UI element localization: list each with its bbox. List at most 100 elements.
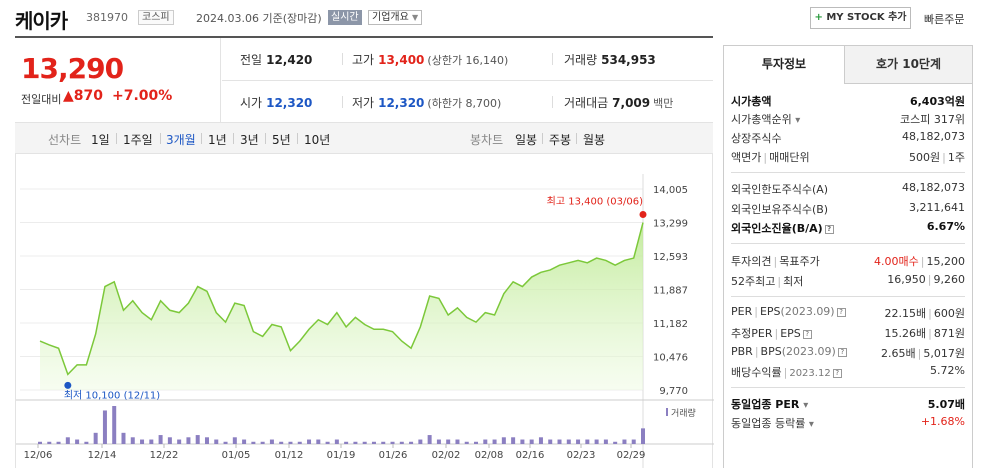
y-tick-label: 11,182: [653, 319, 688, 330]
industry-change-label-group: 동일업종 등락률 ▾: [731, 415, 814, 431]
volume-bar: [446, 439, 451, 444]
realtime-button[interactable]: 실시간: [328, 10, 362, 25]
volume-bar: [390, 441, 395, 444]
volume-bar: [557, 439, 562, 444]
period-3m[interactable]: 3개월: [166, 133, 196, 147]
volume-bar: [520, 439, 525, 444]
industry-per-row: 동일업종 PER ▾ 5.07배: [731, 396, 965, 414]
est-per-label: 추정PER: [731, 327, 773, 340]
foreign-ratio-value: 6.67%: [926, 220, 965, 233]
open: 시가 12,320: [240, 94, 312, 111]
high-label: 고가: [352, 53, 375, 67]
volume-bar: [529, 439, 534, 444]
period-3y[interactable]: 3년: [240, 133, 259, 147]
section-divider: [731, 243, 965, 244]
low-label: 저가: [352, 96, 375, 110]
open-value: 12,320: [266, 96, 313, 110]
tab-investment-info[interactable]: 투자정보: [724, 46, 845, 84]
dividend-date: 2023.12: [789, 368, 831, 379]
chevron-down-icon[interactable]: ▾: [795, 115, 801, 126]
quick-order-link[interactable]: 빠른주문: [924, 13, 965, 26]
period-10y[interactable]: 10년: [304, 133, 331, 147]
foreign-limit-row: 외국인한도주식수(A) 48,182,073: [731, 181, 965, 199]
w52-low-label: 최저: [783, 275, 804, 288]
volume-bar: [214, 439, 219, 444]
change-percent: +7.00%: [112, 88, 173, 104]
volume-bar: [353, 441, 358, 444]
candle-chart-label: 봉차트: [470, 133, 504, 147]
shares-value: 48,182,073: [902, 130, 965, 143]
volume-bar: [622, 439, 627, 444]
low: 저가 12,320 (하한가 8,700): [352, 94, 501, 111]
volume-bar: [455, 439, 460, 444]
volume-bar: [38, 441, 42, 444]
volume-bar: [501, 437, 506, 444]
chevron-down-icon[interactable]: ▾: [803, 400, 809, 411]
volume-bar: [140, 439, 145, 444]
y-tick-label: 9,770: [659, 386, 688, 397]
eps-value: 600원: [933, 307, 965, 320]
period-1w[interactable]: 1주일: [123, 133, 153, 147]
w52-high-value: 16,950: [887, 273, 926, 286]
volume-label: 거래량: [564, 53, 598, 67]
divider: |: [783, 366, 788, 379]
divider: |: [928, 327, 932, 340]
divider: |: [917, 347, 922, 360]
w52-row: 52주최고 | 최저 16,950 | 9,260: [731, 273, 965, 291]
foreign-hold-value: 3,211,641: [909, 201, 965, 214]
amount-unit: 백만: [653, 97, 674, 110]
est-per-row: 추정PER | EPS? 15.26배 | 871원: [731, 325, 965, 343]
volume-bar: [307, 439, 312, 444]
par-labels: 액면가 | 매매단위: [731, 149, 810, 165]
est-eps-label: EPS: [780, 327, 801, 340]
x-tick-label: 01/05: [222, 450, 251, 461]
tab-orderbook[interactable]: 호가 10단계: [845, 46, 972, 84]
volume-value: 534,953: [601, 53, 656, 67]
corp-info-dropdown[interactable]: 기업개요 ▼: [368, 10, 423, 25]
bps-year: (2023.09): [781, 345, 836, 358]
volume-bar: [325, 441, 330, 444]
volume-bar: [56, 441, 61, 444]
volume-bar: [409, 441, 414, 444]
divider: [160, 133, 161, 144]
opinion-labels: 투자의견 | 목표주가: [731, 253, 820, 269]
help-icon[interactable]: ?: [824, 225, 834, 234]
dividend-row: 배당수익률 | 2023.12? 5.72%: [731, 364, 965, 382]
help-icon[interactable]: ?: [836, 308, 846, 317]
foreign-limit-label: 외국인한도주식수(A): [731, 183, 829, 196]
help-icon[interactable]: ?: [802, 330, 812, 339]
help-icon[interactable]: ?: [832, 369, 842, 378]
prev-close: 전일 12,420: [240, 51, 312, 68]
dividend-label: 배당수익률: [731, 366, 782, 379]
candle-weekly[interactable]: 주봉: [549, 133, 572, 147]
candle-daily[interactable]: 일봉: [515, 133, 538, 147]
volume-bar: [102, 410, 107, 444]
prev-close-value: 12,420: [266, 53, 313, 67]
w52-high-label: 52주최고: [731, 275, 776, 288]
rank-label: 시가총액순위: [731, 113, 792, 126]
par-values: 500원 | 1주: [909, 149, 965, 165]
period-1y[interactable]: 1년: [208, 133, 227, 147]
opinion-values: 4.00매수 | 15,200: [874, 253, 965, 269]
mcap-value: 6,403억원: [909, 95, 965, 108]
volume-bar: [260, 441, 265, 444]
period-1d[interactable]: 1일: [91, 133, 110, 147]
chevron-down-icon[interactable]: ▾: [808, 419, 814, 430]
x-tick-label: 02/08: [475, 450, 504, 461]
my-stock-add-button[interactable]: + MY STOCK 추가: [810, 7, 911, 29]
divider: |: [928, 307, 932, 320]
eps-year: (2023.09): [780, 305, 835, 318]
price-chart[interactable]: 최고 13,400 (03/06) 최저 10,100 (12/11) 14,00…: [15, 154, 714, 468]
divider: |: [773, 255, 778, 268]
volume-bar: [594, 439, 599, 444]
eps-label: EPS: [759, 305, 781, 318]
period-5y[interactable]: 5년: [272, 133, 291, 147]
volume: 거래량 534,953: [564, 51, 656, 68]
opinion-row: 투자의견 | 목표주가 4.00매수 | 15,200: [731, 253, 965, 271]
help-icon[interactable]: ?: [837, 348, 847, 357]
bps-value: 5,017원: [923, 347, 965, 360]
low-annotation: 최저 10,100 (12/11): [64, 389, 160, 401]
volume-bar: [641, 428, 645, 444]
candle-monthly[interactable]: 월봉: [583, 133, 606, 147]
price-summary: 13,290 전일대비 ▲870 +7.00%: [15, 38, 221, 122]
